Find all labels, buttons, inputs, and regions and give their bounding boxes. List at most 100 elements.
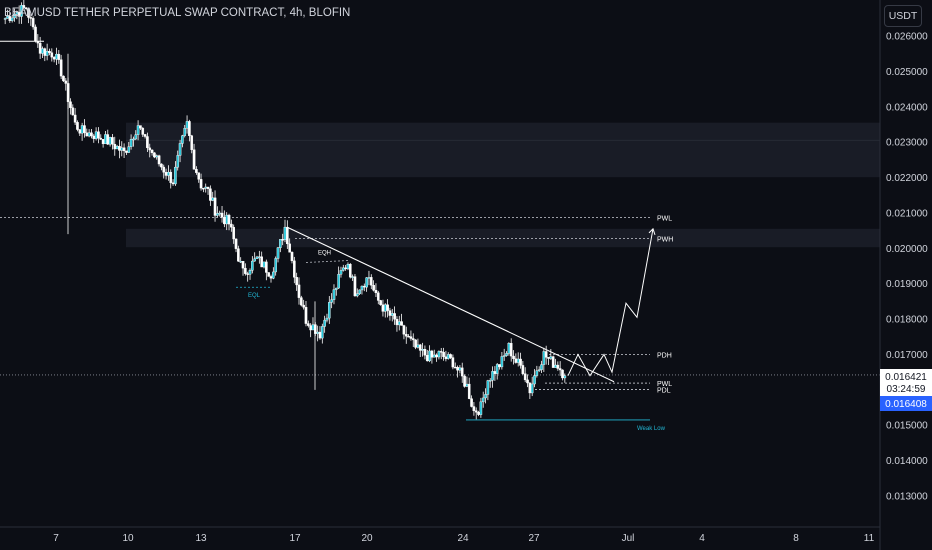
price-tick-label: 0.019000 — [886, 279, 928, 290]
candle-down — [213, 197, 217, 216]
candle-up — [563, 375, 567, 379]
time-tick-label: 4 — [699, 533, 705, 544]
current-price-value: 0.016421 — [885, 372, 927, 383]
candle-down — [404, 334, 408, 337]
candle-down — [344, 267, 347, 270]
candle-up — [253, 258, 256, 262]
bar-countdown: 03:24:59 — [887, 384, 926, 395]
candle-up — [104, 134, 107, 145]
current-price-tag: 0.016421 03:24:59 — [880, 369, 932, 396]
candle-up — [178, 143, 182, 156]
candle-down — [27, 8, 30, 18]
candle-up — [537, 369, 541, 371]
last-price-tag: 0.016408 — [880, 396, 932, 411]
candle-down — [493, 371, 497, 374]
candle-down — [470, 398, 473, 407]
candle-down — [50, 52, 54, 58]
candle-up — [279, 239, 282, 248]
candle-down — [162, 166, 166, 173]
candle-down — [153, 152, 156, 158]
currency-button[interactable]: USDT — [884, 5, 922, 27]
candle-down — [544, 351, 548, 358]
candle-down — [83, 125, 86, 134]
candle-up — [465, 383, 469, 387]
candle-up — [251, 260, 254, 271]
candle-up — [428, 350, 431, 362]
candle-down — [29, 17, 33, 19]
projection-arrowhead — [648, 227, 656, 236]
price-axis-background — [880, 0, 932, 550]
candle-down — [234, 238, 238, 249]
candle-down — [430, 350, 434, 358]
candle-down — [304, 307, 308, 324]
candle-down — [411, 338, 415, 341]
candle-up — [337, 274, 340, 289]
candle-down — [48, 50, 51, 53]
candle-down — [164, 172, 168, 176]
level-label: PWL — [657, 216, 672, 223]
candle-up — [502, 355, 506, 357]
candle-up — [204, 186, 208, 189]
candle-down — [386, 304, 389, 311]
candle-down — [38, 42, 42, 54]
candle-down — [171, 182, 175, 185]
candle-up — [155, 155, 159, 158]
level-label: PWH — [657, 236, 673, 243]
candle-down — [195, 169, 198, 173]
candle-down — [456, 367, 459, 371]
candle-down — [199, 179, 203, 189]
candle-up — [458, 367, 462, 371]
candle-down — [223, 216, 226, 225]
chart-title: BEAMUSD TETHER PERPETUAL SWAP CONTRACT, … — [4, 7, 351, 19]
candle-down — [300, 297, 303, 306]
candle-down — [64, 80, 68, 84]
candle-down — [297, 284, 301, 298]
candle-down — [519, 358, 522, 366]
candle-up — [129, 139, 133, 147]
candle-up — [484, 394, 487, 399]
candle-up — [507, 343, 511, 354]
candle-up — [328, 302, 331, 319]
candle-down — [169, 171, 173, 183]
candle-down — [227, 214, 231, 225]
candle-up — [488, 379, 492, 382]
candle-up — [183, 128, 187, 136]
time-axis[interactable]: 7 10 13 17 20 24 27 Jul 4 8 11 — [53, 533, 874, 544]
candle-down — [376, 292, 380, 301]
candle-down — [472, 406, 476, 411]
time-tick-label: 20 — [361, 533, 373, 544]
candle-down — [393, 313, 396, 320]
candle-down — [453, 366, 457, 369]
candle-down — [43, 48, 47, 56]
candle-down — [90, 132, 93, 137]
candle-up — [255, 256, 259, 260]
price-tick-label: 0.026000 — [886, 32, 928, 43]
candle-down — [307, 323, 310, 326]
candle-up — [505, 353, 508, 356]
price-tick-label: 0.023000 — [886, 138, 928, 149]
candle-up — [360, 285, 364, 291]
candle-up — [554, 364, 557, 368]
candle-down — [302, 304, 305, 308]
candle-down — [59, 59, 63, 77]
candle-down — [423, 349, 427, 356]
candle-up — [211, 197, 215, 201]
candle-down — [57, 53, 61, 60]
candle-down — [265, 261, 268, 273]
candle-up — [446, 354, 450, 359]
candle-down — [388, 310, 392, 316]
candle-down — [414, 339, 417, 348]
candle-down — [281, 239, 284, 241]
candle-up — [530, 383, 534, 394]
time-tick-label: 11 — [864, 533, 875, 544]
last-price-value: 0.016408 — [885, 399, 927, 410]
candle-up — [365, 277, 368, 288]
candle-up — [533, 375, 536, 385]
candle-down — [551, 356, 555, 368]
candle-down — [197, 172, 201, 180]
candle-up — [272, 271, 275, 279]
candle-down — [409, 336, 413, 339]
candle-down — [139, 125, 142, 129]
candle-down — [372, 285, 375, 291]
